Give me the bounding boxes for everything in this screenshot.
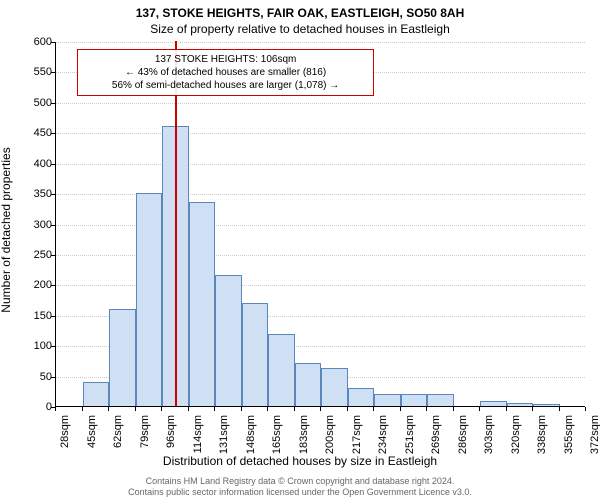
y-tick-mark xyxy=(51,377,55,378)
x-tick-mark xyxy=(373,407,374,411)
y-tick-label: 350 xyxy=(12,188,52,200)
y-tick-mark xyxy=(51,225,55,226)
x-tick-label: 79sqm xyxy=(139,415,151,465)
x-tick-mark xyxy=(426,407,427,411)
histogram-bar xyxy=(295,363,322,406)
histogram-bar xyxy=(533,404,560,406)
x-tick-label: 355sqm xyxy=(563,415,575,465)
x-tick-label: 165sqm xyxy=(271,415,283,465)
grid-line xyxy=(56,103,585,104)
x-tick-mark xyxy=(506,407,507,411)
x-tick-label: 131sqm xyxy=(218,415,230,465)
chart-plot-area: 137 STOKE HEIGHTS: 106sqm← 43% of detach… xyxy=(55,42,585,407)
grid-line xyxy=(56,133,585,134)
y-tick-mark xyxy=(51,72,55,73)
x-tick-label: 251sqm xyxy=(404,415,416,465)
y-tick-mark xyxy=(51,164,55,165)
x-tick-label: 303sqm xyxy=(483,415,495,465)
x-tick-mark xyxy=(479,407,480,411)
y-tick-label: 600 xyxy=(12,36,52,48)
x-tick-label: 200sqm xyxy=(324,415,336,465)
x-tick-mark xyxy=(108,407,109,411)
histogram-bar xyxy=(109,309,136,406)
y-tick-label: 250 xyxy=(12,249,52,261)
x-tick-label: 269sqm xyxy=(430,415,442,465)
histogram-bar xyxy=(374,394,401,406)
chart-title-line1: 137, STOKE HEIGHTS, FAIR OAK, EASTLEIGH,… xyxy=(0,6,600,20)
histogram-bar xyxy=(401,394,428,406)
x-tick-label: 234sqm xyxy=(377,415,389,465)
x-tick-mark xyxy=(241,407,242,411)
histogram-bar xyxy=(507,403,534,406)
annotation-line: 137 STOKE HEIGHTS: 106sqm xyxy=(84,53,367,66)
attribution-line1: Contains HM Land Registry data © Crown c… xyxy=(146,476,455,486)
x-tick-mark xyxy=(55,407,56,411)
annotation-line: 56% of semi-detached houses are larger (… xyxy=(84,79,367,92)
x-tick-label: 372sqm xyxy=(589,415,600,465)
y-tick-mark xyxy=(51,346,55,347)
histogram-bar xyxy=(83,382,110,406)
y-tick-mark xyxy=(51,133,55,134)
y-tick-mark xyxy=(51,316,55,317)
y-tick-mark xyxy=(51,255,55,256)
x-tick-mark xyxy=(267,407,268,411)
y-tick-label: 50 xyxy=(12,371,52,383)
x-tick-label: 148sqm xyxy=(245,415,257,465)
y-tick-label: 200 xyxy=(12,279,52,291)
x-tick-label: 62sqm xyxy=(112,415,124,465)
histogram-bar xyxy=(427,394,454,406)
y-tick-label: 300 xyxy=(12,219,52,231)
y-tick-mark xyxy=(51,103,55,104)
x-tick-label: 183sqm xyxy=(298,415,310,465)
x-tick-mark xyxy=(347,407,348,411)
y-tick-label: 100 xyxy=(12,340,52,352)
x-tick-label: 217sqm xyxy=(351,415,363,465)
histogram-bar xyxy=(480,401,507,406)
x-tick-mark xyxy=(82,407,83,411)
x-tick-label: 96sqm xyxy=(165,415,177,465)
y-tick-label: 450 xyxy=(12,127,52,139)
x-tick-label: 45sqm xyxy=(86,415,98,465)
histogram-bar xyxy=(136,193,163,406)
x-tick-mark xyxy=(294,407,295,411)
attribution-line2: Contains public sector information licen… xyxy=(128,487,472,497)
y-tick-label: 500 xyxy=(12,97,52,109)
x-tick-label: 286sqm xyxy=(457,415,469,465)
y-tick-mark xyxy=(51,194,55,195)
annotation-box: 137 STOKE HEIGHTS: 106sqm← 43% of detach… xyxy=(77,49,374,96)
y-tick-label: 150 xyxy=(12,310,52,322)
histogram-bar xyxy=(189,202,216,406)
x-tick-mark xyxy=(400,407,401,411)
histogram-bar xyxy=(242,303,269,406)
y-tick-mark xyxy=(51,42,55,43)
y-tick-label: 400 xyxy=(12,158,52,170)
attribution-text: Contains HM Land Registry data © Crown c… xyxy=(0,476,600,498)
grid-line xyxy=(56,164,585,165)
x-tick-label: 28sqm xyxy=(59,415,71,465)
x-tick-mark xyxy=(532,407,533,411)
x-tick-mark xyxy=(161,407,162,411)
x-tick-label: 320sqm xyxy=(510,415,522,465)
x-tick-mark xyxy=(214,407,215,411)
x-tick-label: 338sqm xyxy=(536,415,548,465)
histogram-bar xyxy=(215,275,242,406)
y-tick-label: 0 xyxy=(12,401,52,413)
x-tick-mark xyxy=(320,407,321,411)
grid-line xyxy=(56,42,585,43)
annotation-line: ← 43% of detached houses are smaller (81… xyxy=(84,66,367,79)
y-tick-mark xyxy=(51,285,55,286)
x-tick-mark xyxy=(188,407,189,411)
histogram-bar xyxy=(268,334,295,406)
x-tick-mark xyxy=(559,407,560,411)
histogram-bar xyxy=(348,388,375,406)
x-tick-label: 114sqm xyxy=(192,415,204,465)
histogram-bar xyxy=(321,368,348,406)
x-tick-mark xyxy=(453,407,454,411)
chart-title-line2: Size of property relative to detached ho… xyxy=(0,22,600,36)
x-tick-mark xyxy=(585,407,586,411)
y-tick-label: 550 xyxy=(12,66,52,78)
x-tick-mark xyxy=(135,407,136,411)
